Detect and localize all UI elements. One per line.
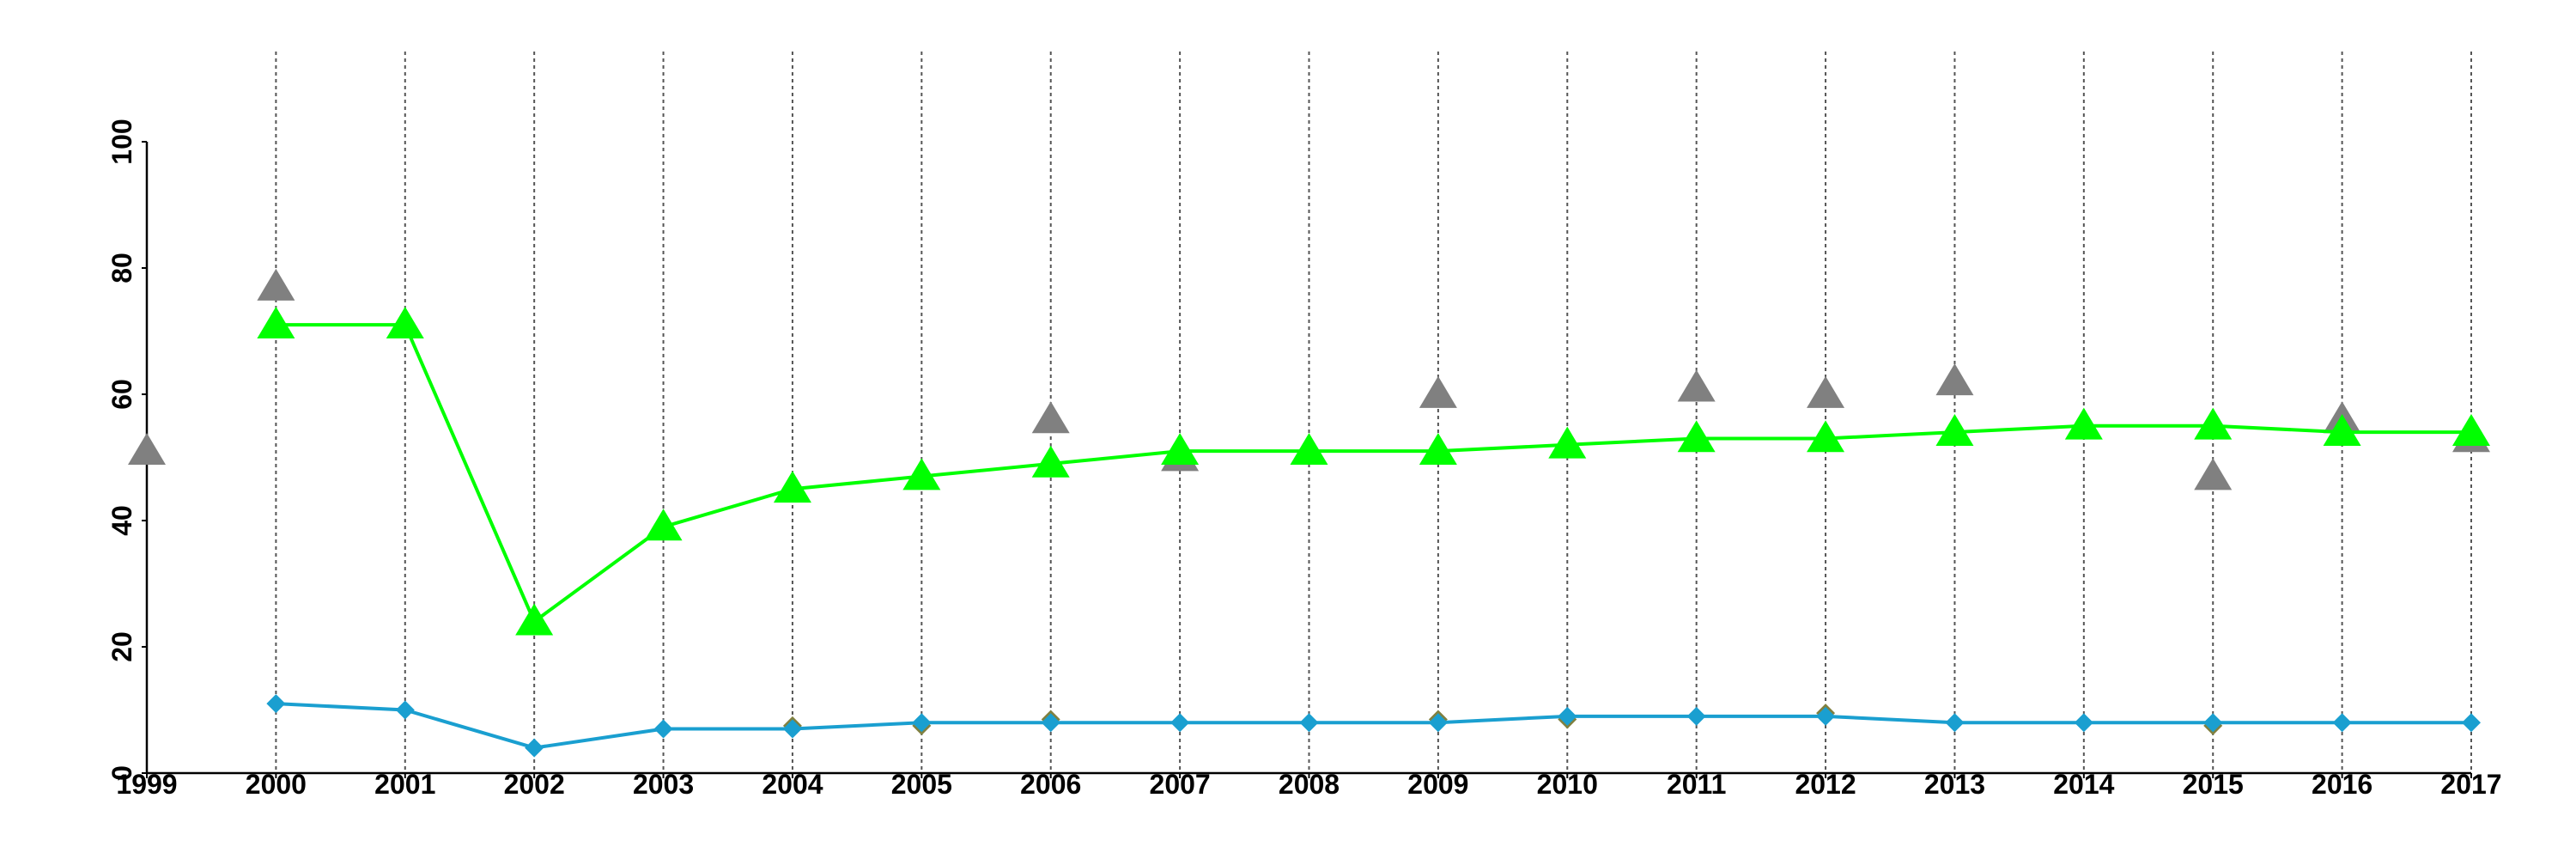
diamond-point [1428,713,1448,733]
triangle-point [1548,426,1587,459]
diamond-point [1041,713,1060,733]
y-tick-label: 0 [106,765,137,781]
grid-lines [275,52,2472,773]
diamond-point [782,719,802,739]
triangle-point [1419,375,1457,408]
y-tick-label: 60 [106,379,137,410]
x-axis-ticks: 1999 2000 2001 2002 2003 2004 2005 2006 2007 2008… [116,769,2501,800]
triangle-point [2064,407,2103,440]
triangle-point [1935,413,1974,446]
triangle-point [2194,407,2233,440]
y-tick-label: 80 [106,253,137,283]
triangle-point [1807,375,1845,408]
diamond-point [1170,713,1190,733]
diamond-point [1945,713,1965,733]
series-layer [128,268,2490,758]
y-axis-ticks: 0 20 40 60 80 100 [106,119,147,781]
diamond-point [266,694,286,714]
diamond-point [2074,713,2093,733]
triangle-point [644,509,683,541]
diamond-point [2332,713,2352,733]
series-3 [266,694,2481,758]
diamond-point [1816,706,1836,726]
series-line [276,702,2471,750]
triangle-point [773,471,811,503]
diamond-point [1686,706,1706,726]
triangle-point [2323,413,2361,446]
diamond-point [653,719,673,739]
diamond-point [912,713,932,733]
triangle-point [902,458,941,490]
triangle-point [1031,401,1070,434]
triangle-point [1290,433,1328,465]
series-1 [257,307,2490,636]
triangle-point [1677,420,1716,453]
triangle-point [257,268,295,301]
triangle-point [128,433,166,465]
triangle-point [2452,413,2490,446]
diamond-point [1299,713,1319,733]
triangle-point [257,307,295,338]
diamond-point [1558,706,1577,726]
diamond-point [2462,713,2481,733]
triangle-point [1935,363,1974,396]
triangle-point [1419,433,1457,465]
diamond-point [2203,713,2223,733]
triangle-point [386,307,424,338]
triangle-point [1807,420,1845,453]
diamond-point [525,738,544,758]
triangle-point [1161,433,1200,465]
y-tick-label: 100 [106,119,137,164]
triangle-point [515,603,554,636]
y-tick-label: 20 [106,631,137,662]
triangle-point [2194,458,2233,490]
y-tick-label: 40 [106,505,137,536]
triangle-point [1677,369,1716,402]
series-line [276,323,2471,624]
triangle-point [1031,445,1070,478]
diamond-point [395,700,415,720]
